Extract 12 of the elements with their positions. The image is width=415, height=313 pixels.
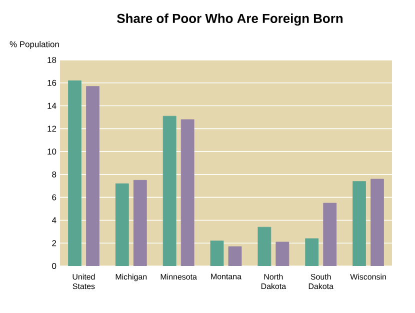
y-axis-title: % Population <box>10 41 59 49</box>
y-tick-label: 16 <box>48 80 56 86</box>
chart-title: Share of Poor Who Are Foreign Born <box>117 14 343 26</box>
y-tick-label: 0 <box>52 263 56 269</box>
y-tick-label: 18 <box>48 57 56 63</box>
y-tick-label: 4 <box>52 217 56 224</box>
y-tick-label: 12 <box>48 126 56 132</box>
y-tick-label: 6 <box>52 194 56 200</box>
y-tick-label: 10 <box>48 148 56 155</box>
y-tick-label: 8 <box>52 171 56 178</box>
y-tick-label: 2 <box>52 240 56 246</box>
y-tick-label: 14 <box>48 102 56 109</box>
